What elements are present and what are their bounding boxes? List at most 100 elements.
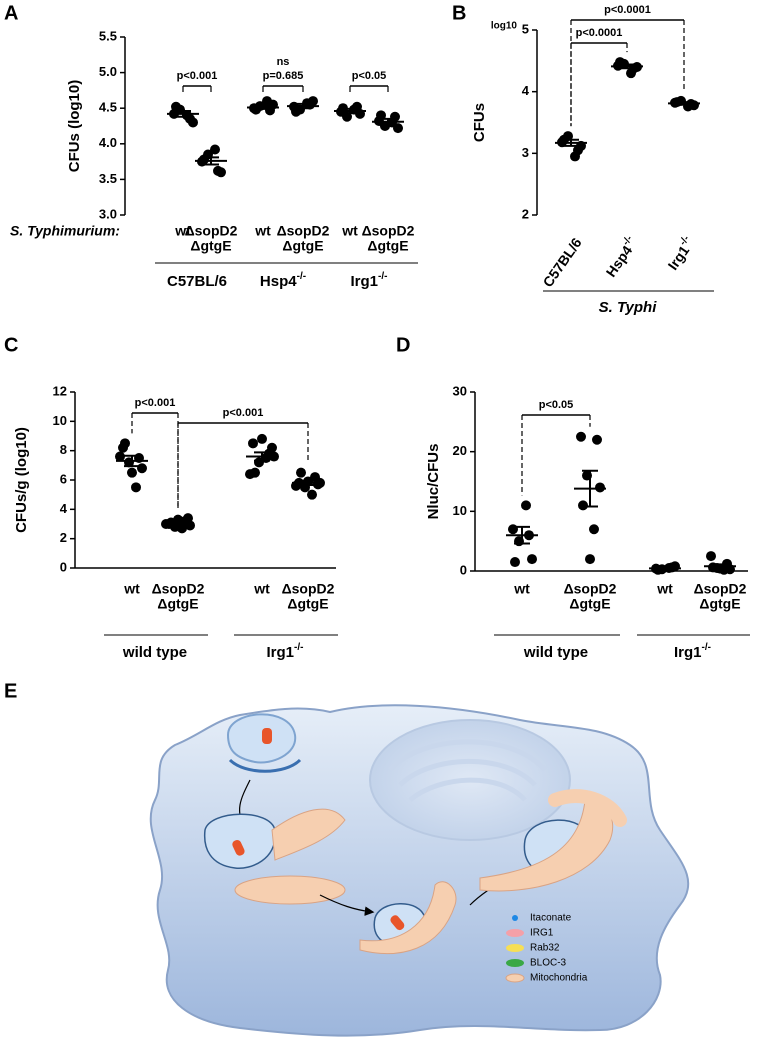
panel-letter: C (4, 334, 18, 356)
y-tick-label: 10 (53, 413, 67, 428)
y-axis-title: Nluc/CFUs (425, 444, 442, 520)
data-point (185, 520, 195, 531)
p-value: p<0.05 (539, 399, 574, 411)
data-point (131, 482, 141, 493)
error-bar (342, 107, 358, 115)
p-value: p<0.0001 (604, 4, 651, 16)
error-bar (657, 566, 673, 570)
x-tick-label: ΔgtgE (699, 596, 740, 612)
data-point (342, 111, 352, 122)
group-label: wild type (122, 644, 187, 661)
y-tick-label: 3 (522, 145, 529, 160)
panel-letter: B (452, 2, 466, 24)
x-tick-label: ΔsopD2 (564, 581, 617, 597)
legend-swatch (506, 959, 524, 967)
group-label-text: Hsp4 (260, 273, 297, 290)
group-label-sup: -/- (702, 642, 711, 653)
y-tick-label: 0 (60, 559, 67, 574)
bacterium (262, 728, 272, 744)
x-tick-label: Hsp4-/- (601, 233, 641, 279)
error-bar (514, 525, 530, 545)
data-point (248, 438, 258, 449)
data-point (508, 524, 518, 535)
legend-label: Rab32 (530, 943, 560, 954)
y-tick-label: 30 (453, 383, 467, 398)
panel-letter: A (4, 2, 18, 24)
data-point (137, 463, 147, 474)
error-bar (582, 469, 598, 508)
data-point (706, 551, 716, 562)
panel-letter: D (396, 334, 410, 356)
x-tick-label: ΔgtgE (569, 596, 610, 612)
x-tick-label: ΔgtgE (287, 596, 328, 612)
error-bar (563, 138, 579, 147)
x-tick-label: wt (253, 581, 270, 597)
data-point (376, 110, 386, 121)
x-tick-label: ΔsopD2 (185, 223, 238, 239)
x-tick-label: ΔgtgE (190, 238, 231, 254)
data-point (199, 154, 209, 165)
data-point (245, 469, 255, 480)
data-point (576, 431, 586, 442)
x-tick-label: ΔsopD2 (282, 581, 335, 597)
x-tick-label: ΔsopD2 (152, 581, 205, 597)
x-tick-label-text: C57BL/6 (539, 235, 584, 290)
y-tick-label: 8 (60, 442, 67, 457)
group-label-sup: -/- (297, 271, 306, 282)
legend: Itaconate IRG1 Rab32 BLOC-3 Mitochondria (505, 913, 588, 984)
error-bar (203, 156, 219, 166)
x-axis-title: S. Typhimurium: (10, 223, 120, 239)
group-label-text: wild type (122, 644, 187, 661)
error-bar (380, 117, 396, 126)
x-tick-label: wt (174, 223, 191, 239)
error-bar (255, 105, 271, 110)
x-tick-label: wt (513, 581, 530, 597)
x-tick-label: ΔgtgE (282, 238, 323, 254)
p-value: p<0.001 (223, 407, 264, 419)
mitochondria (359, 881, 457, 955)
error-bar (124, 454, 140, 468)
data-point (626, 68, 636, 79)
y-axis-title: CFUs (log10) (66, 80, 83, 173)
group-label-text: Irg1 (351, 273, 379, 290)
x-tick-label: ΔsopD2 (362, 223, 415, 239)
group-label-text: Irg1 (267, 644, 295, 661)
data-point (527, 554, 537, 565)
error-bar (295, 102, 311, 110)
x-tick-label-text: Hsp4 (602, 242, 635, 279)
y-tick-label: 20 (453, 443, 467, 458)
p-value: ns (277, 56, 290, 68)
bacterium (232, 839, 245, 856)
data-point (171, 101, 181, 112)
error-bar (619, 63, 635, 70)
y-tick-label: 3.0 (99, 206, 117, 221)
x-tick-label: ΔsopD2 (277, 223, 330, 239)
mitochondria (234, 875, 346, 905)
y-tick-label: 2 (60, 530, 67, 545)
x-tick-label: wt (656, 581, 673, 597)
y-tick-label: 3.5 (99, 171, 117, 186)
data-point (307, 489, 317, 500)
y-tick-label: 6 (60, 471, 67, 486)
legend-swatch (512, 915, 518, 921)
error-bar (175, 110, 191, 118)
x-tick-label: Irg1-/- (663, 233, 698, 272)
y-tick-label: 4.5 (99, 100, 117, 115)
golgi (388, 739, 547, 802)
y-tick-label: 4 (522, 83, 530, 98)
cell-diagram: Itaconate IRG1 Rab32 BLOC-3 Mitochondria (149, 704, 690, 1037)
bacterium (390, 915, 405, 931)
p-value: p<0.001 (177, 70, 218, 82)
error-bar (300, 479, 316, 486)
x-tick-label-text: Irg1 (664, 242, 692, 272)
data-point (570, 151, 580, 162)
data-point (521, 500, 531, 511)
x-tick-label: wt (341, 223, 358, 239)
data-point (578, 500, 588, 511)
group-label: Hsp4-/- (260, 271, 306, 290)
group-label: Irg1-/- (674, 642, 711, 661)
error-bar (254, 451, 270, 462)
x-tick-label: ΔgtgE (157, 596, 198, 612)
data-point (127, 467, 137, 478)
